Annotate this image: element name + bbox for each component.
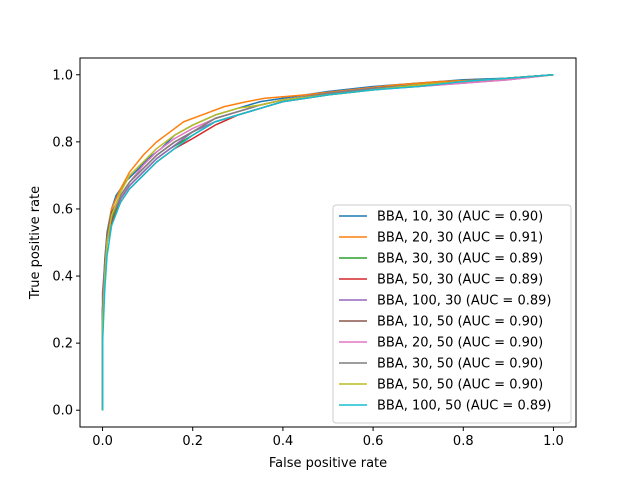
- legend: BBA, 10, 30 (AUC = 0.90) BBA, 20, 30 (AUC…: [332, 204, 572, 424]
- y-tick-label: 0.4: [52, 270, 73, 285]
- y-axis-ticks: 0.0 0.2 0.4 0.6 0.8 1.0: [52, 68, 80, 419]
- legend-entry-label: BBA, 10, 50 (AUC = 0.90): [377, 315, 543, 330]
- series-lines: [101, 74, 554, 411]
- y-tick-label: 1.0: [52, 68, 73, 83]
- legend-box: [332, 204, 572, 424]
- y-axis-label: True positive rate: [28, 186, 43, 300]
- y-tick-label: 0.0: [52, 404, 73, 419]
- x-tick-label: 1.0: [543, 434, 564, 449]
- x-tick-label: 0.4: [273, 434, 294, 449]
- y-tick-label: 0.2: [52, 337, 73, 352]
- x-axis-ticks: 0.0 0.2 0.4 0.6 0.8 1.0: [92, 427, 564, 449]
- axes-frame: [79, 57, 577, 428]
- x-tick-label: 0.2: [182, 434, 203, 449]
- legend-entry-label: BBA, 20, 50 (AUC = 0.90): [377, 336, 543, 351]
- legend-entry-label: BBA, 30, 50 (AUC = 0.90): [377, 357, 543, 372]
- legend-entry-label: BBA, 20, 30 (AUC = 0.91): [377, 231, 543, 246]
- legend-entry-label: BBA, 50, 50 (AUC = 0.90): [377, 378, 543, 393]
- x-axis-label: False positive rate: [269, 456, 387, 471]
- x-tick-label: 0.6: [363, 434, 384, 449]
- series-line-10: [101, 74, 554, 411]
- legend-entry-label: BBA, 30, 30 (AUC = 0.89): [377, 252, 543, 267]
- legend-entry-label: BBA, 100, 50 (AUC = 0.89): [377, 399, 551, 414]
- legend-entry-label: BBA, 50, 30 (AUC = 0.89): [377, 273, 543, 288]
- series-line-9: [101, 74, 554, 411]
- x-tick-label: 0.0: [92, 434, 113, 449]
- y-tick-label: 0.8: [52, 135, 73, 150]
- legend-entry-label: BBA, 100, 30 (AUC = 0.89): [377, 294, 551, 309]
- x-tick-label: 0.8: [453, 434, 474, 449]
- y-tick-label: 0.6: [52, 202, 73, 217]
- legend-entry-label: BBA, 10, 30 (AUC = 0.90): [377, 210, 543, 225]
